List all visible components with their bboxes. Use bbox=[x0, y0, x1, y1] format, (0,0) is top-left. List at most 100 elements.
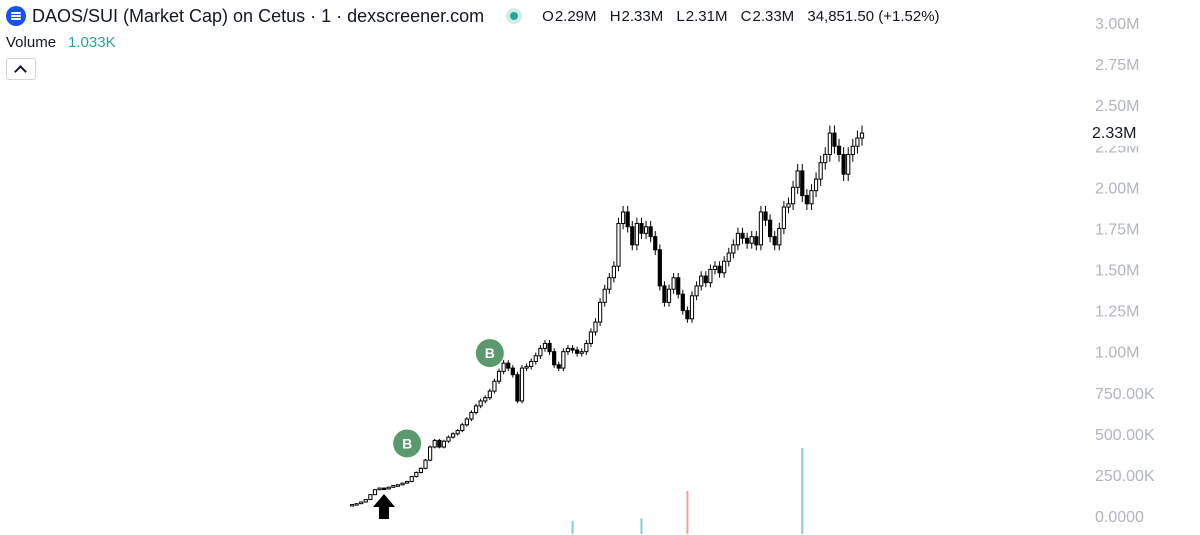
candle-body bbox=[492, 380, 497, 392]
candle-body bbox=[832, 132, 837, 147]
candle bbox=[740, 227, 745, 244]
candle-body bbox=[455, 430, 460, 435]
candle-body bbox=[506, 362, 511, 369]
candle bbox=[813, 172, 819, 198]
candle-body bbox=[524, 365, 529, 369]
candle bbox=[579, 348, 584, 357]
volume-bar bbox=[801, 448, 804, 534]
candle-body bbox=[850, 145, 855, 155]
buy-marker[interactable]: B bbox=[475, 339, 504, 368]
y-tick-label: 750.00K bbox=[1095, 386, 1155, 403]
buy-marker[interactable]: B bbox=[393, 429, 422, 458]
y-tick-label: 0.0000 bbox=[1095, 509, 1144, 526]
change-value: 34,851.50 (+1.52%) bbox=[807, 7, 940, 25]
candle-body bbox=[556, 364, 561, 369]
candle-body bbox=[634, 222, 639, 246]
candle bbox=[699, 271, 704, 291]
volume-bar bbox=[686, 491, 689, 534]
candle bbox=[455, 428, 460, 436]
y-tick-label: 3.00M bbox=[1095, 16, 1139, 33]
candle-body bbox=[496, 370, 502, 382]
candle-body bbox=[533, 355, 538, 363]
candle bbox=[450, 432, 456, 439]
candle-body bbox=[593, 321, 598, 333]
high-value: 2.33M bbox=[621, 7, 664, 25]
candle bbox=[758, 205, 764, 251]
candle bbox=[496, 368, 502, 384]
candle-body bbox=[694, 285, 699, 297]
candle bbox=[694, 281, 699, 301]
candle-body bbox=[625, 211, 630, 228]
candle-body bbox=[400, 482, 405, 486]
candle bbox=[800, 163, 805, 202]
volume-label: Volume bbox=[6, 34, 57, 51]
candle bbox=[703, 271, 708, 288]
candle bbox=[666, 284, 672, 307]
candle-body bbox=[836, 145, 842, 155]
candle-body bbox=[653, 236, 658, 251]
candle-body bbox=[758, 211, 764, 246]
candle bbox=[671, 272, 676, 294]
y-tick-label: 1.00M bbox=[1095, 345, 1139, 362]
candle-body bbox=[777, 227, 782, 246]
candle-body bbox=[469, 411, 474, 420]
candle-body bbox=[386, 486, 391, 490]
low-value: 2.31M bbox=[685, 7, 728, 25]
collapse-legend-button[interactable] bbox=[6, 58, 36, 80]
candle bbox=[533, 352, 538, 365]
candle bbox=[473, 403, 479, 415]
y-tick-label: 1.50M bbox=[1095, 263, 1139, 280]
candle bbox=[786, 197, 791, 214]
candle bbox=[405, 480, 410, 484]
candle bbox=[855, 130, 860, 154]
close-value: 2.33M bbox=[752, 7, 795, 25]
candle-body bbox=[657, 249, 662, 287]
candle-body bbox=[423, 459, 428, 469]
candle bbox=[620, 205, 626, 230]
candle-body bbox=[772, 236, 777, 246]
candle bbox=[735, 227, 741, 251]
candle bbox=[611, 261, 616, 283]
candle bbox=[542, 339, 548, 352]
candle bbox=[846, 147, 851, 182]
candle bbox=[519, 365, 525, 404]
candle bbox=[859, 125, 865, 146]
candle-body bbox=[676, 277, 681, 295]
candle bbox=[689, 291, 695, 323]
candle-body bbox=[611, 265, 616, 279]
candle bbox=[781, 200, 786, 235]
candle bbox=[565, 345, 571, 355]
buy-marker-badge bbox=[393, 429, 422, 458]
candle-body bbox=[726, 252, 731, 262]
candle-body bbox=[818, 162, 823, 180]
candle-body bbox=[359, 501, 364, 505]
candle-body bbox=[409, 476, 414, 482]
ohlc-readout: O2.29M H2.33M L2.31M C2.33M 34,851.50 (+… bbox=[542, 8, 939, 25]
candle bbox=[575, 346, 580, 357]
candle bbox=[795, 163, 800, 194]
candle-body bbox=[763, 211, 768, 221]
candle bbox=[368, 494, 373, 501]
candle-body bbox=[616, 222, 621, 267]
candle bbox=[446, 435, 451, 443]
candle bbox=[414, 471, 419, 478]
candle bbox=[726, 247, 731, 267]
candle-body bbox=[354, 503, 359, 506]
candle bbox=[616, 217, 621, 272]
candle-body bbox=[598, 301, 603, 323]
candle bbox=[469, 410, 474, 421]
open-key: O bbox=[542, 7, 554, 25]
last-price-label: 2.33M bbox=[1092, 122, 1148, 146]
sui-logo-icon bbox=[6, 6, 26, 26]
candle-body bbox=[740, 232, 745, 239]
candle-body bbox=[519, 367, 525, 402]
candle bbox=[850, 138, 855, 162]
candle bbox=[708, 264, 713, 288]
y-axis: 3.00M2.75M2.50M2.25M2.00M1.75M1.50M1.25M… bbox=[1095, 16, 1155, 526]
candle bbox=[731, 239, 736, 259]
candle bbox=[510, 365, 515, 378]
candle-body bbox=[745, 237, 750, 244]
candle bbox=[772, 231, 777, 251]
candle-body bbox=[570, 347, 575, 351]
